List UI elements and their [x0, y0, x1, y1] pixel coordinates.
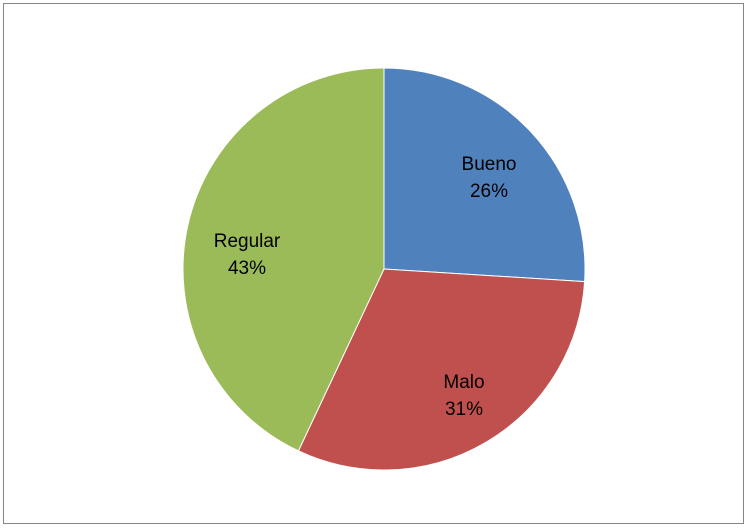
data-label-bueno: Bueno 26% — [462, 154, 517, 202]
data-label-category: Malo — [443, 372, 484, 393]
pie-slice-regular — [182, 67, 385, 452]
data-label-percent: 26% — [470, 181, 508, 202]
pie-slice-malo — [297, 268, 586, 471]
data-label-percent: 43% — [228, 258, 266, 279]
data-label-percent: 31% — [445, 399, 483, 420]
data-label-malo: Malo 31% — [443, 372, 484, 420]
data-label-category: Regular — [214, 231, 281, 252]
pie-labels: Bueno 26% Malo 31% Regular 43% — [214, 154, 517, 420]
pie-slice-bueno — [383, 67, 586, 283]
pie-slices — [182, 67, 586, 471]
data-label-category: Bueno — [462, 154, 517, 175]
data-label-regular: Regular 43% — [214, 231, 281, 279]
